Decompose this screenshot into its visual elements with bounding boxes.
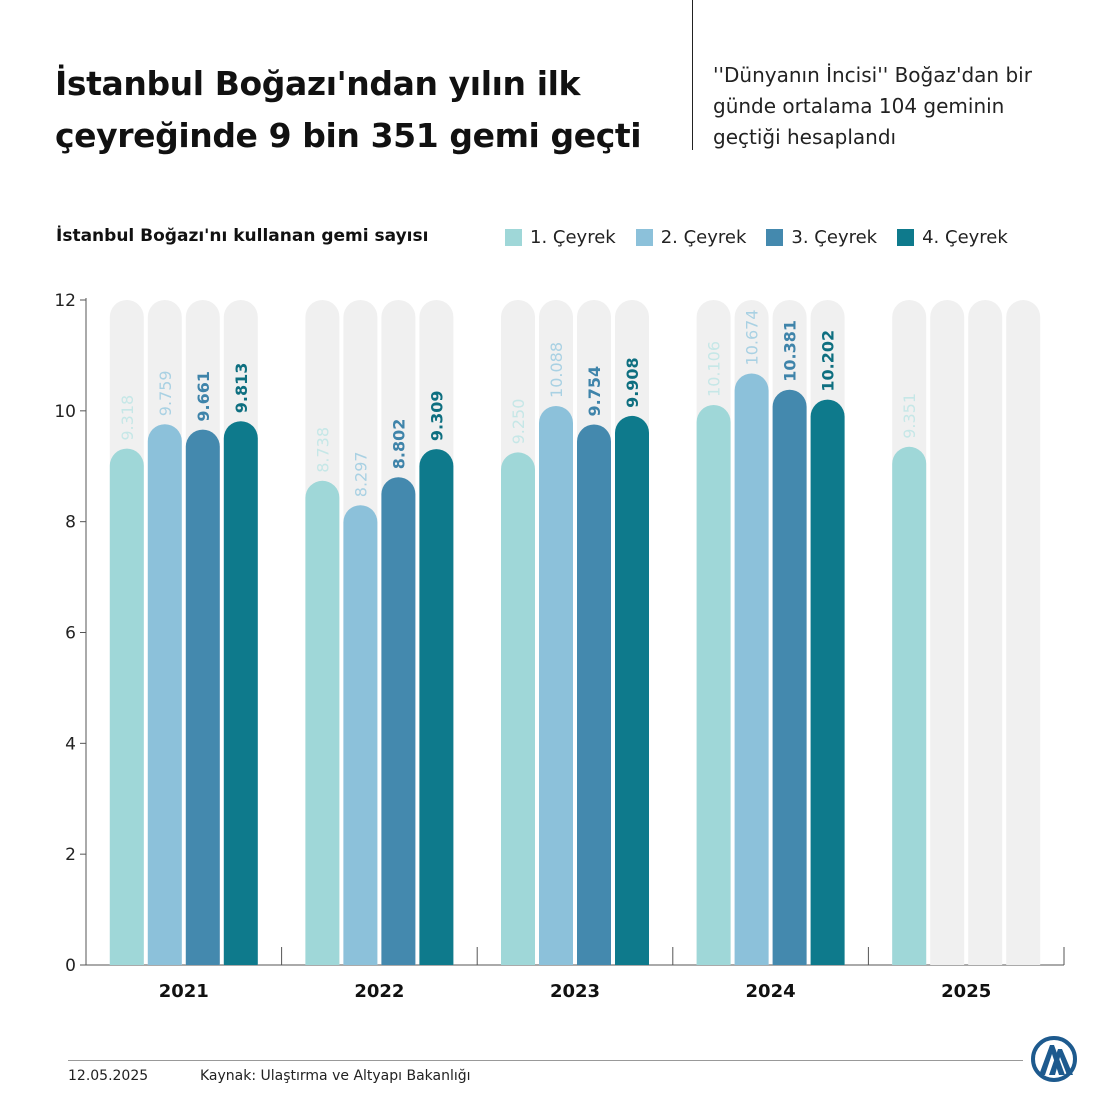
y-tick-label: 8 (65, 513, 76, 533)
page-subtitle: ''Dünyanın İncisi'' Boğaz'dan bir günde … (713, 63, 1032, 149)
bar (305, 480, 340, 965)
y-tick-label: 12 (54, 291, 76, 311)
data-label: 8.297 (351, 451, 370, 497)
x-category-label: 2023 (550, 981, 600, 1002)
footer-source: Kaynak: Ulaştırma ve Altyapı Bakanlığı (200, 1068, 471, 1084)
bar-background (930, 300, 965, 965)
bar (539, 405, 573, 965)
legend-swatch-q3 (766, 229, 784, 246)
data-label: 10.106 (705, 341, 724, 397)
bar (223, 421, 258, 965)
data-label: 8.802 (389, 419, 408, 470)
bar (696, 404, 731, 965)
data-label: 9.250 (509, 399, 528, 445)
x-category-label: 2024 (746, 981, 796, 1002)
bar (892, 446, 927, 966)
legend-label-q4: 4. Çeyrek (922, 227, 1008, 248)
x-category-label: 2025 (941, 981, 991, 1002)
bar-chart: 0 2 4 6 8 10 12 9.318 9.759 9.661 9.813 2021 8.738 8.… (54, 291, 1065, 1002)
data-label: 10.381 (781, 320, 800, 382)
bar (615, 415, 649, 965)
legend-swatch-q4 (897, 229, 915, 246)
data-label: 10.202 (819, 330, 838, 392)
data-label: 9.351 (900, 393, 919, 439)
bar (109, 448, 144, 965)
page-title: İstanbul Boğazı'ndan yılın ilk çeyreğind… (55, 64, 642, 155)
bar (419, 449, 454, 966)
data-label: 8.738 (313, 427, 332, 473)
header-divider (692, 0, 693, 150)
data-label: 9.661 (194, 371, 213, 422)
bar (343, 505, 378, 965)
data-label: 9.318 (118, 395, 137, 441)
y-tick-label: 4 (65, 734, 76, 754)
data-label: 9.908 (623, 357, 642, 408)
data-label: 10.088 (547, 342, 566, 398)
legend-item-q3: 3. Çeyrek (766, 227, 877, 248)
bar (810, 399, 845, 965)
legend-item-q1: 1. Çeyrek (505, 227, 616, 248)
x-category-label: 2021 (159, 981, 209, 1002)
bar-background (1006, 300, 1041, 965)
footer-date: 12.05.2025 (68, 1068, 149, 1084)
data-label: 9.759 (156, 370, 175, 416)
data-label: 10.674 (743, 309, 762, 365)
bar-background (968, 300, 1003, 965)
legend-label-q1: 1. Çeyrek (530, 227, 616, 248)
legend-label-q2: 2. Çeyrek (660, 227, 747, 248)
legend-item-q2: 2. Çeyrek (635, 227, 747, 248)
aa-logo-icon (1031, 1036, 1077, 1082)
bar (772, 389, 807, 965)
x-category-label: 2022 (354, 981, 404, 1002)
bar (577, 424, 611, 965)
legend-swatch-q2 (635, 229, 653, 246)
bar (501, 452, 535, 965)
bar (734, 373, 769, 965)
y-axis-title: İstanbul Boğazı'nı kullanan gemi sayısı (56, 226, 429, 246)
legend-item-q4: 4. Çeyrek (897, 227, 1008, 248)
bar (185, 429, 220, 965)
bar (381, 477, 416, 965)
data-label: 9.309 (427, 391, 446, 442)
data-label: 9.813 (232, 363, 251, 414)
y-tick-label: 0 (65, 956, 76, 976)
y-tick-label: 6 (65, 624, 76, 644)
legend-label-q3: 3. Çeyrek (791, 227, 878, 248)
bar (147, 424, 182, 966)
data-label: 9.754 (585, 366, 604, 417)
y-tick-label: 2 (65, 845, 76, 865)
y-tick-label: 10 (54, 402, 76, 422)
chart-legend: 1. Çeyrek 2. Çeyrek 3. Çeyrek 4. Çeyrek (505, 227, 1008, 248)
legend-swatch-q1 (505, 229, 522, 246)
footer-divider (68, 1060, 1023, 1061)
